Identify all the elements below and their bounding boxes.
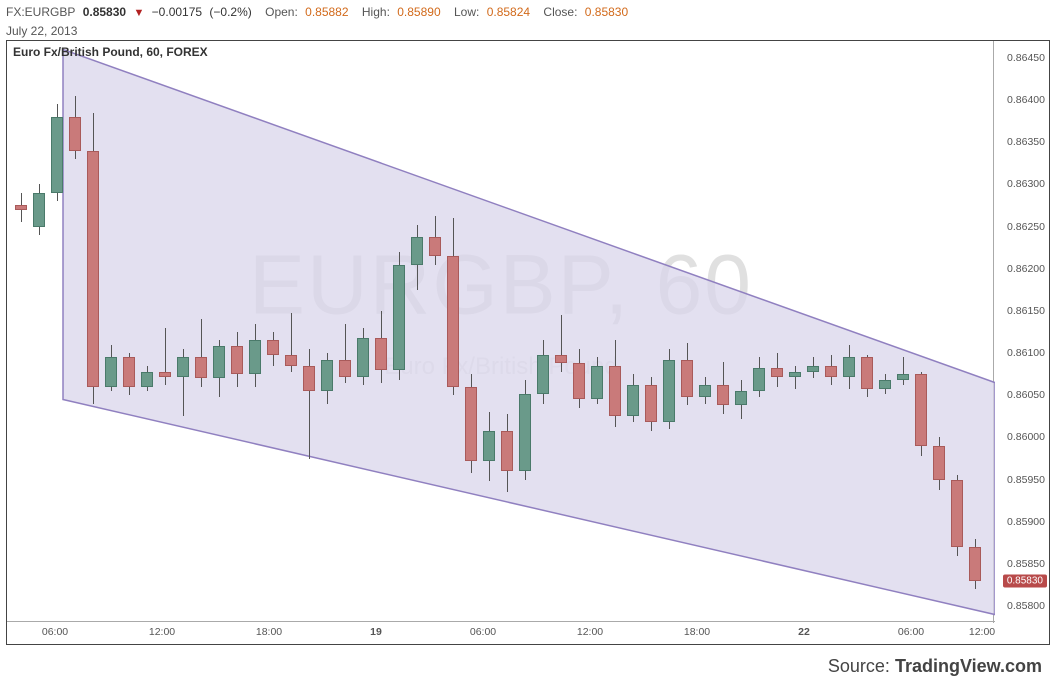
low-value: 0.85824: [487, 5, 530, 19]
y-tick-label: 0.86200: [1007, 263, 1045, 275]
x-tick-label: 06:00: [42, 626, 68, 638]
last-price: 0.85830: [83, 5, 126, 19]
high-label: High:: [362, 5, 390, 19]
y-tick-label: 0.86400: [1007, 94, 1045, 106]
y-tick-label: 0.86250: [1007, 221, 1045, 233]
y-tick-label: 0.86350: [1007, 136, 1045, 148]
plot-area[interactable]: EURGBP, 60 Euro Fx/British Pound Euro Fx…: [7, 41, 995, 623]
low-label: Low:: [454, 5, 479, 19]
y-tick-label: 0.85950: [1007, 474, 1045, 486]
open-value: 0.85882: [305, 5, 348, 19]
source-label: Source:: [828, 656, 890, 676]
x-tick-label: 22: [798, 626, 810, 638]
close-label: Close:: [543, 5, 577, 19]
open-label: Open:: [265, 5, 298, 19]
candlestick-series: [7, 41, 995, 623]
x-tick-label: 12:00: [149, 626, 175, 638]
y-tick-label: 0.86150: [1007, 305, 1045, 317]
x-tick-label: 18:00: [684, 626, 710, 638]
y-tick-label: 0.86100: [1007, 347, 1045, 359]
last-price-tag: 0.85830: [1003, 574, 1047, 587]
high-value: 0.85890: [397, 5, 440, 19]
x-tick-label: 19: [370, 626, 382, 638]
close-value: 0.85830: [585, 5, 628, 19]
x-tick-label: 18:00: [256, 626, 282, 638]
y-tick-label: 0.86000: [1007, 431, 1045, 443]
chart-date: July 22, 2013: [6, 23, 1050, 39]
source-name: TradingView.com: [895, 656, 1042, 676]
chart-frame[interactable]: EURGBP, 60 Euro Fx/British Pound Euro Fx…: [6, 40, 1050, 645]
x-tick-label: 06:00: [470, 626, 496, 638]
change-pct: (−0.2%): [209, 5, 251, 19]
symbol-label: FX:EURGBP: [6, 5, 75, 19]
x-axis: 06:00 12:00 18:00 19 06:00 12:00 18:00 22 06:00 1…: [7, 621, 995, 644]
y-tick-label: 0.86450: [1007, 52, 1045, 64]
y-tick-label: 0.86050: [1007, 389, 1045, 401]
y-tick-label: 0.85900: [1007, 516, 1045, 528]
x-tick-label: 12:00: [969, 626, 995, 638]
chart-legend: Euro Fx/British Pound, 60, FOREX: [13, 45, 208, 59]
change-value: −0.00175: [152, 5, 202, 19]
chart-header: FX:EURGBP 0.85830 ▼ −0.00175 (−0.2%) Ope…: [0, 0, 1056, 39]
y-axis: 0.86450 0.86400 0.86350 0.86300 0.86250 0.862…: [993, 41, 1049, 623]
ohlc-line: FX:EURGBP 0.85830 ▼ −0.00175 (−0.2%) Ope…: [6, 4, 1050, 21]
y-tick-label: 0.85800: [1007, 600, 1045, 612]
y-tick-label: 0.85850: [1007, 558, 1045, 570]
y-tick-label: 0.86300: [1007, 178, 1045, 190]
source-attribution: Source: TradingView.com: [828, 656, 1042, 677]
x-tick-label: 06:00: [898, 626, 924, 638]
down-arrow-icon: ▼: [133, 7, 144, 19]
x-tick-label: 12:00: [577, 626, 603, 638]
